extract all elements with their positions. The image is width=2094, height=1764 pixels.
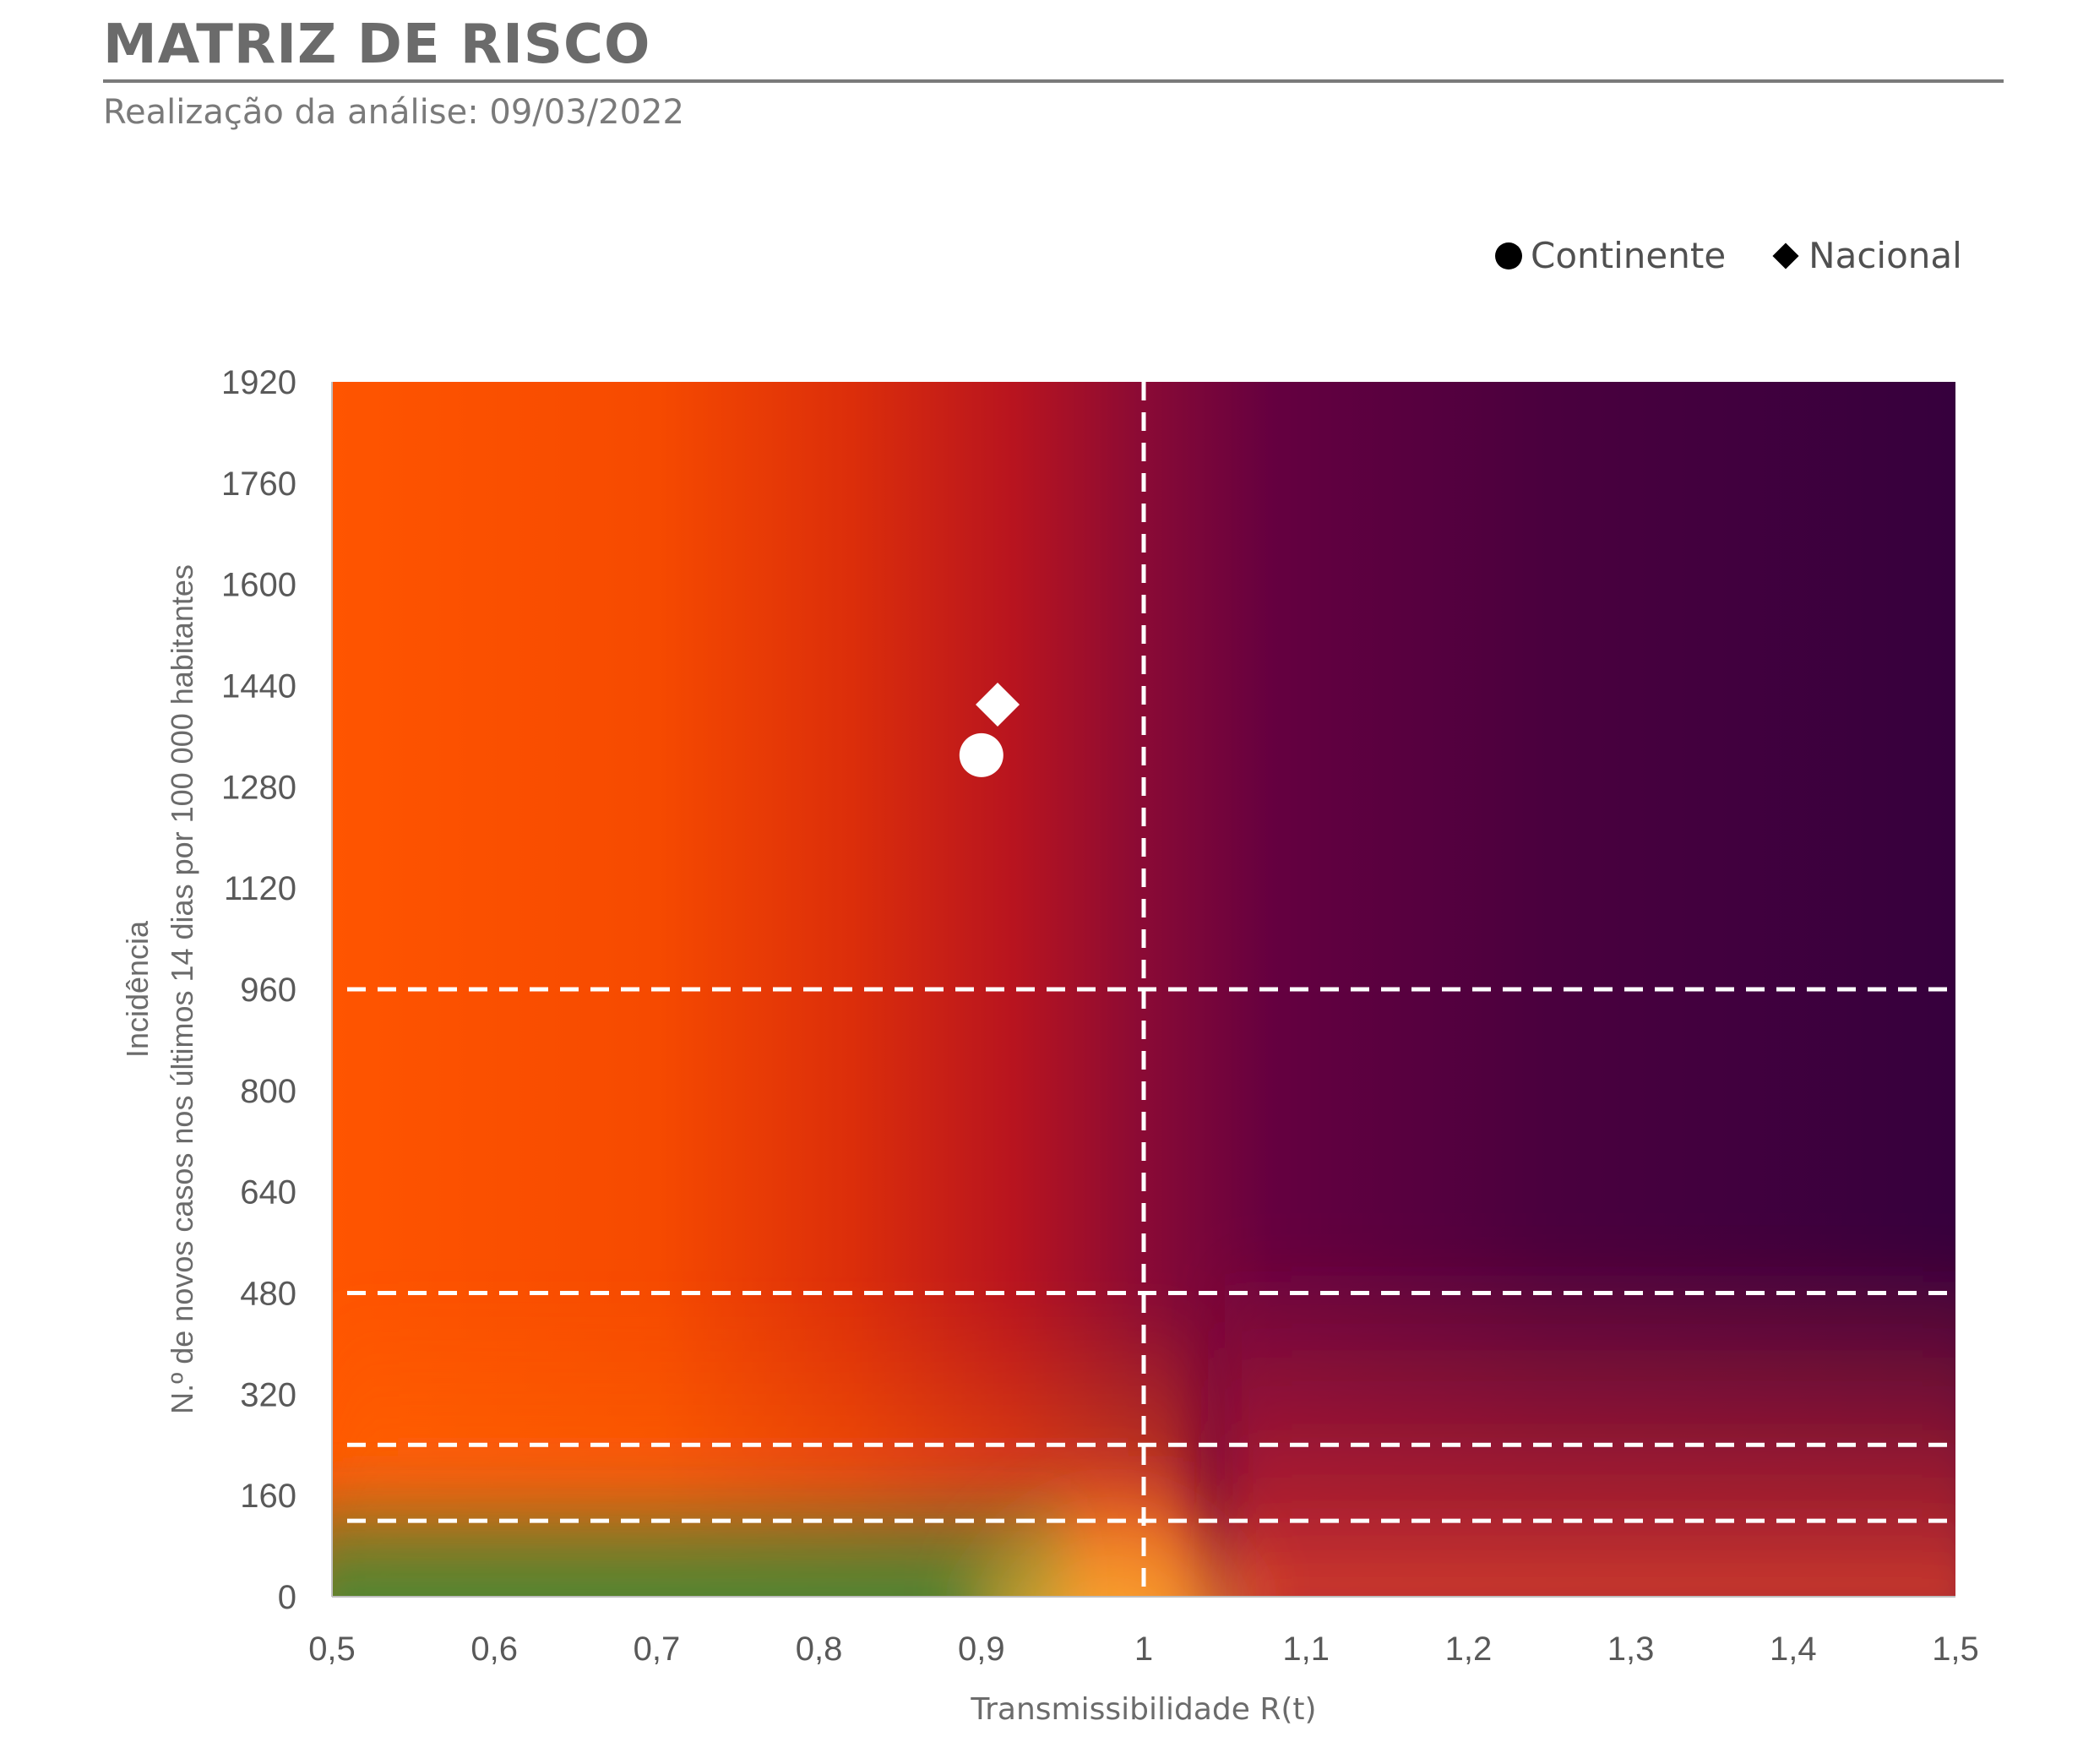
y-tick-label: 960 <box>240 972 296 1009</box>
x-tick-label: 0,7 <box>634 1631 681 1668</box>
x-tick-label: 1,2 <box>1445 1631 1493 1668</box>
y-tick-label: 640 <box>240 1174 296 1211</box>
x-tick-label: 0,8 <box>796 1631 843 1668</box>
y-tick-label: 1600 <box>221 567 296 604</box>
x-tick-label: 1,1 <box>1282 1631 1330 1668</box>
y-axis-ticks: 0 160 320 480 640 800 960 1120 1280 1440 1600 1760 1… <box>221 364 296 1616</box>
risk-heatmap-background <box>332 382 1955 1597</box>
x-tick-label: 1,5 <box>1932 1631 1979 1668</box>
y-axis-title-line2: N.º de novos casos nos últimos 14 dias p… <box>165 564 199 1414</box>
x-axis-ticks: 0,5 0,6 0,7 0,8 0,9 1 1,1 1,2 1,3 1,4 1,5 <box>308 1631 1979 1668</box>
point-nacional <box>976 682 1020 727</box>
chart-legend: Continente Nacional <box>1495 235 2004 276</box>
reference-lines <box>347 382 1947 1597</box>
y-tick-label: 1280 <box>221 769 296 806</box>
x-axis-title: Transmissibilidade R(t) <box>970 1692 1316 1727</box>
y-tick-label: 1440 <box>221 668 296 705</box>
heatmap-yellow-zone <box>950 1369 1272 1597</box>
data-points <box>959 682 1020 777</box>
legend-label-nacional: Nacional <box>1808 235 1962 276</box>
y-tick-label: 1760 <box>221 466 296 503</box>
circle-marker-icon <box>1495 242 1522 270</box>
x-tick-label: 1,4 <box>1770 1631 1817 1668</box>
y-tick-label: 0 <box>278 1579 296 1616</box>
y-tick-label: 160 <box>240 1478 296 1515</box>
title-divider <box>103 79 2004 83</box>
y-tick-label: 480 <box>240 1276 296 1313</box>
y-tick-label: 1920 <box>221 364 296 401</box>
y-tick-label: 1120 <box>224 870 296 907</box>
y-tick-label: 800 <box>240 1073 296 1110</box>
point-continente <box>959 732 1003 777</box>
legend-item-nacional: Nacional <box>1768 235 1962 276</box>
legend-label-continente: Continente <box>1531 235 1727 276</box>
page-title: MATRIZ DE RISCO <box>103 14 651 76</box>
x-tick-label: 1 <box>1134 1631 1153 1668</box>
page-subtitle: Realização da análise: 09/03/2022 <box>103 93 684 132</box>
x-tick-label: 0,9 <box>958 1631 1005 1668</box>
y-tick-label: 320 <box>240 1376 296 1413</box>
x-tick-label: 0,6 <box>470 1631 518 1668</box>
x-tick-label: 1,3 <box>1607 1631 1655 1668</box>
legend-item-continente: Continente <box>1495 235 1726 276</box>
heatmap-green-zone <box>332 1476 1071 1597</box>
heatmap-right-low-band <box>1225 1242 1955 1597</box>
y-axis-title-line1: Incidência <box>120 920 155 1058</box>
x-tick-label: 0,5 <box>308 1631 356 1668</box>
